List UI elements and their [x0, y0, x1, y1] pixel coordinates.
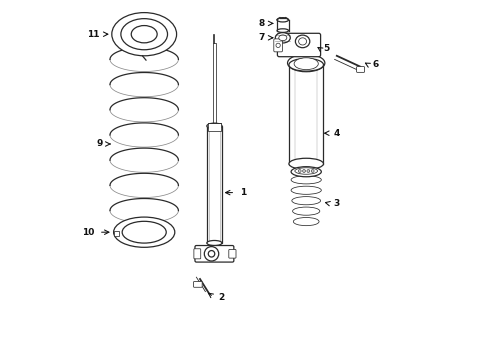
Ellipse shape: [121, 19, 168, 50]
Ellipse shape: [207, 240, 222, 246]
Circle shape: [311, 170, 314, 172]
Text: 9: 9: [97, 139, 103, 148]
Ellipse shape: [295, 168, 318, 174]
Bar: [114, 231, 119, 236]
FancyBboxPatch shape: [194, 249, 201, 259]
Ellipse shape: [289, 158, 323, 169]
FancyBboxPatch shape: [277, 33, 320, 57]
Text: 3: 3: [333, 199, 340, 208]
Text: 10: 10: [82, 228, 95, 237]
Ellipse shape: [291, 167, 321, 177]
Ellipse shape: [294, 58, 318, 70]
FancyBboxPatch shape: [194, 282, 202, 287]
Text: 7: 7: [258, 33, 265, 42]
Ellipse shape: [291, 176, 321, 184]
Ellipse shape: [131, 26, 157, 43]
Text: 6: 6: [373, 60, 379, 69]
Circle shape: [208, 251, 215, 257]
Ellipse shape: [289, 58, 323, 71]
Circle shape: [298, 170, 301, 172]
Ellipse shape: [207, 123, 222, 129]
Bar: [213, 43, 216, 126]
Text: 4: 4: [333, 129, 340, 138]
Ellipse shape: [277, 18, 289, 22]
FancyBboxPatch shape: [357, 67, 365, 72]
Circle shape: [204, 247, 219, 261]
Circle shape: [307, 170, 310, 172]
Bar: [208, 123, 221, 131]
Circle shape: [303, 170, 305, 172]
Ellipse shape: [288, 54, 325, 72]
Ellipse shape: [298, 38, 307, 45]
Bar: [207, 126, 222, 243]
FancyBboxPatch shape: [229, 249, 236, 258]
Text: 2: 2: [218, 292, 224, 302]
Text: 11: 11: [87, 30, 99, 39]
Ellipse shape: [292, 197, 320, 205]
Ellipse shape: [295, 35, 310, 48]
Ellipse shape: [114, 217, 175, 247]
Ellipse shape: [275, 33, 290, 43]
Text: 8: 8: [259, 19, 265, 28]
Ellipse shape: [279, 35, 287, 41]
FancyBboxPatch shape: [195, 246, 234, 262]
FancyBboxPatch shape: [274, 39, 282, 52]
Ellipse shape: [112, 13, 176, 56]
Ellipse shape: [291, 186, 321, 194]
Ellipse shape: [294, 217, 319, 226]
Circle shape: [276, 43, 280, 48]
Ellipse shape: [122, 221, 166, 243]
Text: 1: 1: [240, 188, 246, 197]
Text: 5: 5: [323, 44, 330, 53]
Ellipse shape: [293, 207, 320, 215]
Ellipse shape: [277, 29, 289, 32]
